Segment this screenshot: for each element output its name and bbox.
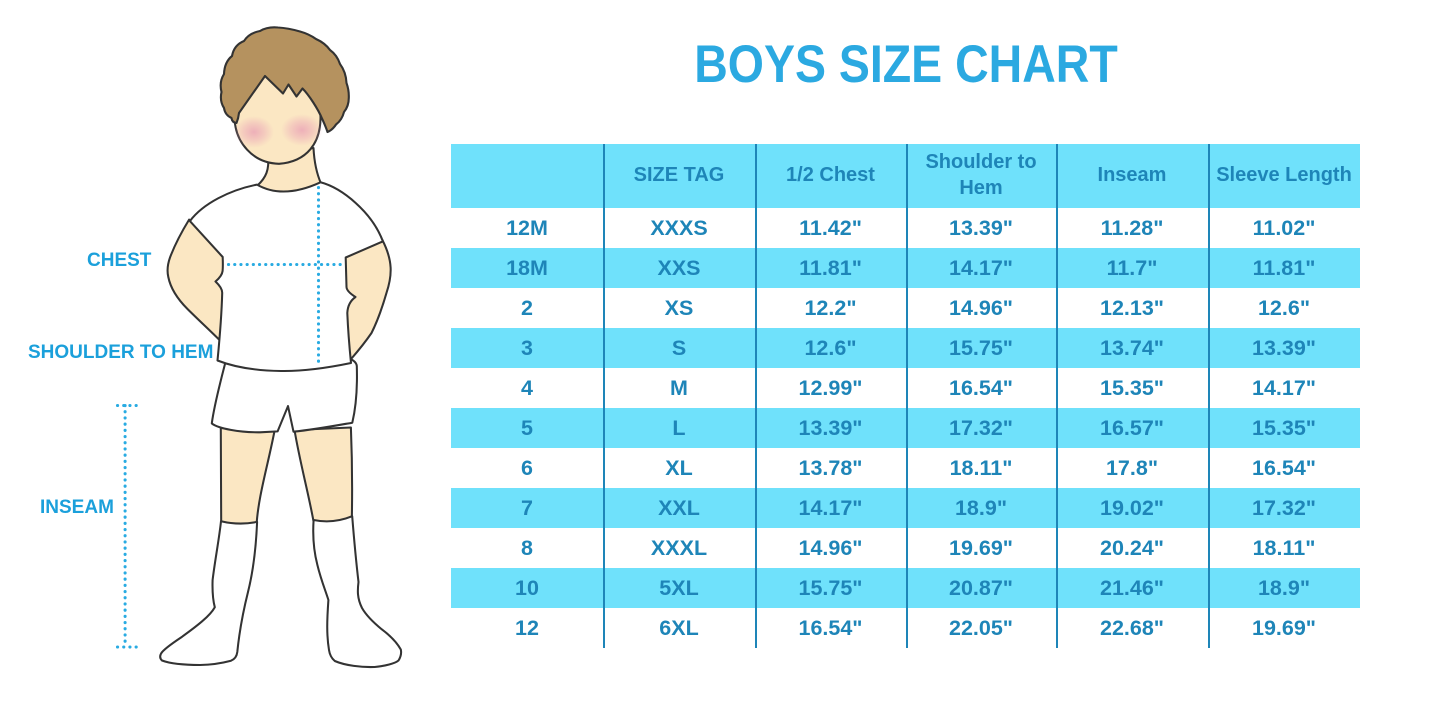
svg-text:CHEST: CHEST — [87, 250, 152, 271]
svg-text:SHOULDER TO HEM: SHOULDER TO HEM — [28, 342, 213, 363]
svg-text:INSEAM: INSEAM — [40, 497, 114, 518]
